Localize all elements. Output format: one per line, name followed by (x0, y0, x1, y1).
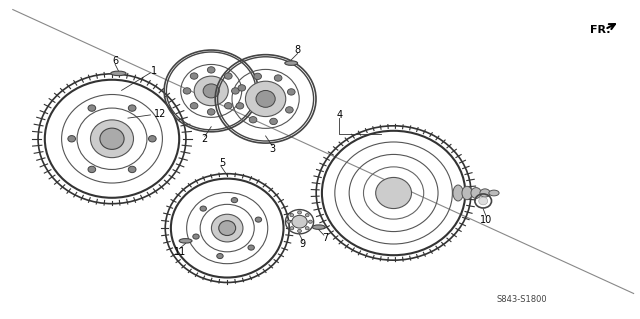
Text: 7: 7 (322, 233, 328, 243)
Text: 1: 1 (150, 66, 157, 76)
Ellipse shape (217, 254, 223, 259)
Ellipse shape (292, 215, 307, 228)
Text: 4: 4 (336, 110, 342, 120)
Ellipse shape (285, 61, 298, 65)
Ellipse shape (190, 103, 198, 109)
Ellipse shape (290, 227, 294, 230)
Ellipse shape (128, 105, 136, 111)
Ellipse shape (88, 166, 95, 173)
Ellipse shape (100, 128, 124, 149)
Ellipse shape (232, 88, 239, 94)
Ellipse shape (305, 227, 309, 230)
Text: 3: 3 (269, 144, 275, 154)
Ellipse shape (312, 225, 325, 229)
Ellipse shape (298, 229, 301, 233)
Ellipse shape (68, 136, 76, 142)
Ellipse shape (249, 116, 257, 123)
Ellipse shape (285, 107, 293, 113)
Text: S843-S1800: S843-S1800 (496, 295, 547, 304)
Ellipse shape (111, 71, 126, 76)
Ellipse shape (128, 166, 136, 173)
Ellipse shape (248, 245, 254, 250)
Ellipse shape (480, 189, 490, 197)
Ellipse shape (256, 91, 275, 107)
Ellipse shape (238, 85, 246, 91)
Ellipse shape (255, 217, 262, 222)
Ellipse shape (269, 118, 277, 125)
Ellipse shape (207, 67, 215, 73)
Ellipse shape (298, 211, 301, 214)
Ellipse shape (148, 136, 156, 142)
Ellipse shape (287, 89, 295, 95)
Ellipse shape (207, 109, 215, 115)
Ellipse shape (203, 84, 220, 98)
Ellipse shape (231, 197, 237, 203)
Ellipse shape (489, 190, 499, 196)
Text: 11: 11 (174, 247, 187, 257)
Ellipse shape (275, 75, 282, 81)
Ellipse shape (236, 103, 244, 109)
Ellipse shape (479, 197, 488, 205)
Ellipse shape (305, 213, 309, 217)
Ellipse shape (376, 177, 412, 209)
Text: 10: 10 (480, 215, 493, 225)
Ellipse shape (225, 103, 232, 109)
Ellipse shape (193, 234, 199, 239)
Ellipse shape (462, 186, 472, 200)
Ellipse shape (190, 73, 198, 79)
Ellipse shape (179, 239, 192, 243)
Text: 2: 2 (202, 135, 208, 145)
Ellipse shape (254, 73, 262, 79)
Ellipse shape (287, 220, 291, 223)
Ellipse shape (225, 73, 232, 79)
Text: 8: 8 (294, 45, 301, 55)
Ellipse shape (219, 221, 236, 235)
Ellipse shape (471, 188, 481, 198)
Ellipse shape (453, 185, 463, 201)
Ellipse shape (90, 120, 134, 158)
Ellipse shape (211, 214, 243, 242)
Text: 9: 9 (300, 239, 306, 249)
Ellipse shape (194, 76, 228, 106)
Ellipse shape (245, 81, 285, 116)
Ellipse shape (183, 88, 191, 94)
Ellipse shape (290, 213, 294, 217)
Text: 12: 12 (154, 109, 166, 119)
Ellipse shape (88, 105, 96, 111)
Ellipse shape (308, 220, 312, 223)
Text: 6: 6 (112, 56, 118, 66)
Ellipse shape (200, 206, 207, 211)
Text: 5: 5 (219, 158, 225, 168)
Text: FR.: FR. (590, 25, 611, 35)
